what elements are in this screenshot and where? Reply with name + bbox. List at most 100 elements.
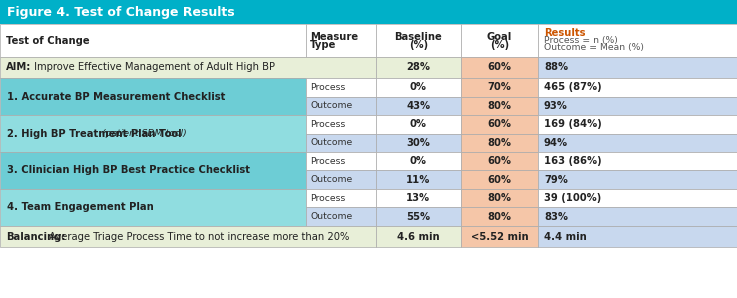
Text: Process: Process xyxy=(310,157,346,166)
Bar xyxy=(538,134,737,152)
Bar xyxy=(306,207,376,226)
Bar xyxy=(538,97,737,115)
Text: 70%: 70% xyxy=(487,82,511,92)
Text: Outcome = Mean (%): Outcome = Mean (%) xyxy=(544,43,644,52)
Text: 169 (84%): 169 (84%) xyxy=(544,119,601,129)
Text: Outcome: Outcome xyxy=(310,101,352,110)
Bar xyxy=(306,24,376,57)
Bar xyxy=(461,57,538,78)
Bar xyxy=(0,226,376,247)
Bar xyxy=(461,170,538,189)
Text: 1. Accurate BP Measurement Checklist: 1. Accurate BP Measurement Checklist xyxy=(7,91,226,102)
Text: Outcome: Outcome xyxy=(310,212,352,221)
Text: 55%: 55% xyxy=(406,212,430,222)
Text: 94%: 94% xyxy=(544,138,568,148)
Bar xyxy=(376,57,461,78)
Bar xyxy=(461,189,538,207)
Text: 30%: 30% xyxy=(406,138,430,148)
Bar xyxy=(306,152,376,170)
Bar xyxy=(461,152,538,170)
Bar xyxy=(461,115,538,134)
Bar xyxy=(538,78,737,97)
Bar xyxy=(376,152,461,170)
Bar xyxy=(461,134,538,152)
Text: 3. Clinician High BP Best Practice Checklist: 3. Clinician High BP Best Practice Check… xyxy=(7,165,251,176)
Bar xyxy=(0,0,737,24)
Text: Process: Process xyxy=(310,83,346,92)
Bar xyxy=(538,24,737,57)
Text: (%): (%) xyxy=(409,40,427,50)
Bar xyxy=(306,97,376,115)
Text: 11%: 11% xyxy=(406,175,430,185)
Text: (patient SDM tool): (patient SDM tool) xyxy=(99,129,187,138)
Bar xyxy=(0,115,306,152)
Bar xyxy=(461,24,538,57)
Text: Average Triage Process Time to not increase more than 20%: Average Triage Process Time to not incre… xyxy=(46,232,350,242)
Bar xyxy=(306,170,376,189)
Bar xyxy=(376,189,461,207)
Text: 2. High BP Treatment Plan Tool: 2. High BP Treatment Plan Tool xyxy=(7,128,182,139)
Bar xyxy=(461,78,538,97)
Text: 163 (86%): 163 (86%) xyxy=(544,156,601,166)
Bar xyxy=(461,97,538,115)
Text: 28%: 28% xyxy=(406,62,430,72)
Bar xyxy=(376,78,461,97)
Bar xyxy=(0,189,306,226)
Bar xyxy=(306,189,376,207)
Text: Test of Change: Test of Change xyxy=(6,35,89,46)
Text: Outcome: Outcome xyxy=(310,138,352,147)
Text: 80%: 80% xyxy=(487,138,511,148)
Text: 80%: 80% xyxy=(487,101,511,111)
Bar xyxy=(306,115,376,134)
Text: 43%: 43% xyxy=(406,101,430,111)
Text: Outcome: Outcome xyxy=(310,175,352,184)
Text: 60%: 60% xyxy=(487,62,511,72)
Text: 93%: 93% xyxy=(544,101,567,111)
Bar xyxy=(306,78,376,97)
Bar xyxy=(538,57,737,78)
Bar xyxy=(376,97,461,115)
Text: 4. Team Engagement Plan: 4. Team Engagement Plan xyxy=(7,202,154,212)
Text: 0%: 0% xyxy=(410,82,427,92)
Text: Goal: Goal xyxy=(486,32,512,42)
Text: 60%: 60% xyxy=(487,156,511,166)
Text: Type: Type xyxy=(310,40,337,50)
Text: 88%: 88% xyxy=(544,62,568,72)
Text: 60%: 60% xyxy=(487,175,511,185)
Bar xyxy=(376,226,461,247)
Bar xyxy=(0,152,306,189)
Bar xyxy=(376,115,461,134)
Text: 80%: 80% xyxy=(487,193,511,203)
Bar xyxy=(306,134,376,152)
Text: Baseline: Baseline xyxy=(394,32,442,42)
Text: Results: Results xyxy=(544,28,585,38)
Text: Improve Effective Management of Adult High BP: Improve Effective Management of Adult Hi… xyxy=(31,62,275,72)
Bar xyxy=(0,57,376,78)
Bar xyxy=(538,226,737,247)
Bar xyxy=(376,207,461,226)
Text: (%): (%) xyxy=(490,40,509,50)
Bar xyxy=(461,226,538,247)
Text: 4.4 min: 4.4 min xyxy=(544,232,587,242)
Text: Figure 4. Test of Change Results: Figure 4. Test of Change Results xyxy=(7,6,235,19)
Text: Process: Process xyxy=(310,194,346,203)
Text: 465 (87%): 465 (87%) xyxy=(544,82,601,92)
Bar xyxy=(376,170,461,189)
Text: 0%: 0% xyxy=(410,119,427,129)
Bar xyxy=(0,24,306,57)
Bar xyxy=(538,152,737,170)
Text: 0%: 0% xyxy=(410,156,427,166)
Text: Balancing:: Balancing: xyxy=(6,232,66,242)
Text: Process = n (%): Process = n (%) xyxy=(544,36,618,45)
Text: Measure: Measure xyxy=(310,32,358,42)
Text: Process: Process xyxy=(310,120,346,129)
Bar xyxy=(461,207,538,226)
Bar xyxy=(538,207,737,226)
Text: <5.52 min: <5.52 min xyxy=(470,232,528,242)
Text: 39 (100%): 39 (100%) xyxy=(544,193,601,203)
Bar xyxy=(538,170,737,189)
Bar xyxy=(376,24,461,57)
Bar xyxy=(538,115,737,134)
Text: 13%: 13% xyxy=(406,193,430,203)
Bar xyxy=(376,134,461,152)
